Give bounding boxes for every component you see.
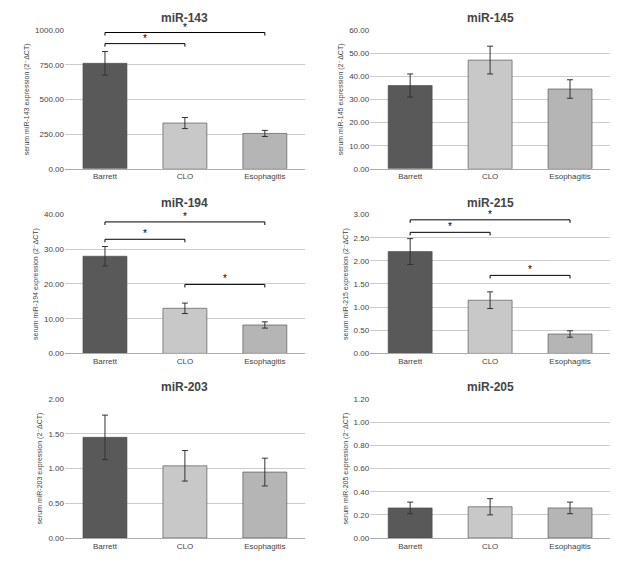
svg-text:0.00: 0.00 — [354, 534, 370, 543]
svg-text:20.00: 20.00 — [44, 280, 65, 289]
svg-text:40.00: 40.00 — [349, 72, 370, 81]
svg-text:250.00: 250.00 — [40, 130, 65, 139]
svg-text:40.00: 40.00 — [44, 210, 65, 219]
svg-text:Esophagitis: Esophagitis — [244, 357, 285, 366]
svg-text:serum miR-203 expression (2⁻ΔC: serum miR-203 expression (2⁻ΔCT) — [36, 413, 44, 525]
svg-text:serum miR-205 expression (2⁻ΔC: serum miR-205 expression (2⁻ΔCT) — [342, 413, 350, 525]
svg-text:1.00: 1.00 — [48, 464, 64, 473]
svg-text:Barrett: Barrett — [93, 172, 118, 181]
svg-text:Barrett: Barrett — [398, 357, 423, 366]
svg-text:750.00: 750.00 — [40, 61, 65, 70]
svg-text:3.00: 3.00 — [354, 210, 370, 219]
svg-text:30.00: 30.00 — [349, 95, 370, 104]
svg-text:miR-215: miR-215 — [467, 196, 514, 210]
svg-text:miR-143: miR-143 — [161, 11, 208, 25]
svg-text:20.00: 20.00 — [349, 118, 370, 127]
svg-text:1000.00: 1000.00 — [35, 26, 64, 35]
svg-text:*: * — [183, 22, 187, 33]
svg-text:*: * — [223, 273, 227, 284]
svg-text:0.00: 0.00 — [354, 165, 370, 174]
svg-text:1.00: 1.00 — [354, 303, 370, 312]
svg-text:0.00: 0.00 — [354, 349, 370, 358]
svg-text:10.00: 10.00 — [44, 315, 65, 324]
svg-text:CLO: CLO — [177, 172, 193, 181]
svg-text:2.00: 2.00 — [48, 395, 64, 404]
svg-text:Esophagitis: Esophagitis — [549, 172, 590, 181]
svg-text:Barrett: Barrett — [93, 357, 118, 366]
svg-text:2.50: 2.50 — [354, 234, 370, 243]
svg-text:miR-203: miR-203 — [161, 380, 208, 394]
svg-text:1.50: 1.50 — [354, 280, 370, 289]
svg-text:0.50: 0.50 — [354, 326, 370, 335]
svg-text:miR-194: miR-194 — [161, 196, 208, 210]
svg-text:serum miR-194 expression (2⁻ΔC: serum miR-194 expression (2⁻ΔCT) — [32, 228, 40, 340]
svg-text:0.00: 0.00 — [48, 349, 64, 358]
svg-text:50.00: 50.00 — [349, 49, 370, 58]
svg-text:CLO: CLO — [482, 542, 498, 551]
svg-text:serum miR-215 expression (2⁻ΔC: serum miR-215 expression (2⁻ΔCT) — [342, 228, 350, 340]
svg-text:Barrett: Barrett — [398, 172, 423, 181]
svg-text:miR-205: miR-205 — [467, 380, 514, 394]
svg-text:*: * — [488, 209, 492, 220]
svg-text:60.00: 60.00 — [349, 26, 370, 35]
svg-text:0.60: 0.60 — [354, 464, 370, 473]
svg-text:Esophagitis: Esophagitis — [549, 357, 590, 366]
svg-text:Barrett: Barrett — [398, 542, 423, 551]
svg-text:0.00: 0.00 — [48, 165, 64, 174]
svg-text:0.80: 0.80 — [354, 441, 370, 450]
svg-text:serum miR-143 expression (2⁻ΔC: serum miR-143 expression (2⁻ΔCT) — [23, 43, 31, 155]
svg-text:*: * — [143, 33, 147, 44]
svg-text:CLO: CLO — [177, 357, 193, 366]
svg-text:CLO: CLO — [482, 172, 498, 181]
svg-text:*: * — [448, 221, 452, 232]
svg-text:CLO: CLO — [177, 542, 193, 551]
svg-text:Esophagitis: Esophagitis — [549, 542, 590, 551]
svg-text:Esophagitis: Esophagitis — [244, 172, 285, 181]
svg-text:miR-145: miR-145 — [467, 11, 514, 25]
svg-text:serum miR-145 expression (2⁻ΔC: serum miR-145 expression (2⁻ΔCT) — [337, 43, 345, 155]
svg-text:Esophagitis: Esophagitis — [244, 542, 285, 551]
svg-text:500.00: 500.00 — [40, 95, 65, 104]
svg-text:10.00: 10.00 — [349, 142, 370, 151]
svg-text:*: * — [183, 211, 187, 222]
svg-text:2.00: 2.00 — [354, 257, 370, 266]
svg-text:0.20: 0.20 — [354, 511, 370, 520]
svg-text:1.00: 1.00 — [354, 418, 370, 427]
svg-text:0.50: 0.50 — [48, 499, 64, 508]
svg-text:30.00: 30.00 — [44, 245, 65, 254]
svg-text:*: * — [528, 264, 532, 275]
svg-text:0.40: 0.40 — [354, 488, 370, 497]
svg-text:1.50: 1.50 — [48, 430, 64, 439]
svg-text:*: * — [143, 228, 147, 239]
svg-text:Barrett: Barrett — [93, 542, 118, 551]
svg-text:0.00: 0.00 — [48, 534, 64, 543]
svg-text:CLO: CLO — [482, 357, 498, 366]
svg-text:1.20: 1.20 — [354, 395, 370, 404]
